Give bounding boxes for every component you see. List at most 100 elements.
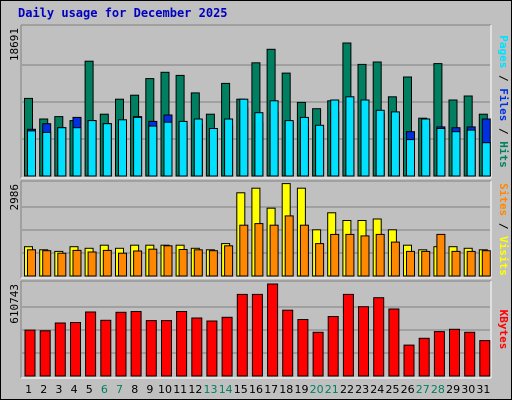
pages-bar-24: [375, 109, 385, 177]
day-tick-label: 3: [55, 383, 62, 396]
pages-bar-16: [254, 112, 264, 177]
kbytes-bar-10: [161, 320, 172, 377]
pages-bar-18: [284, 120, 294, 177]
pages-bar-2: [42, 131, 52, 177]
hits-legend-sep: /: [497, 121, 510, 141]
pages-bar-11: [178, 120, 188, 177]
kbytes-ymax-label: 610743: [8, 284, 21, 324]
pages-bar-3: [57, 127, 67, 177]
sites-bar-7: [118, 252, 127, 277]
visits-legend-sep: /: [497, 216, 510, 236]
visits-legend-visits: Visits: [497, 236, 510, 276]
pages-bar-15: [239, 98, 249, 177]
kbytes-bar-14: [221, 316, 233, 377]
day-tick-label: 7: [116, 383, 123, 396]
pages-bar-10: [163, 121, 173, 177]
pages-bar-4: [72, 127, 82, 177]
sites-bar-26: [406, 250, 415, 277]
kbytes-bar-15: [236, 293, 248, 377]
sites-bar-17: [269, 224, 279, 277]
day-tick-label: 9: [146, 383, 153, 396]
kbytes-bar-18: [282, 309, 294, 377]
visits-legend-sites: Sites: [497, 183, 510, 216]
kbytes-legend: KBytes: [497, 310, 510, 350]
kbytes-bar-20: [312, 331, 324, 377]
sites-bar-31: [481, 250, 491, 277]
day-tick-label: 26: [401, 383, 415, 396]
sites-bar-14: [224, 245, 234, 277]
day-tick-label: 18: [279, 383, 293, 396]
pages-bar-12: [193, 118, 203, 177]
kbytes-bar-27: [418, 337, 430, 377]
pages-bar-27: [421, 118, 431, 177]
kbytes-bar-29: [449, 328, 460, 377]
hits-legend: Pages / Files / Hits: [497, 35, 510, 168]
kbytes-bar-24: [373, 297, 385, 377]
day-tick-label: 14: [219, 383, 233, 396]
sites-bar-18: [284, 215, 294, 277]
day-tick-label: 8: [131, 383, 138, 396]
chart-title: Daily usage for December 2025: [18, 6, 228, 20]
pages-bar-19: [299, 116, 309, 177]
day-tick-label: 4: [71, 383, 78, 396]
day-tick-label: 21: [325, 383, 339, 396]
kbytes-bar-2: [39, 330, 51, 377]
day-tick-label: 27: [416, 383, 430, 396]
pages-bar-29: [451, 131, 461, 177]
kbytes-bar-31: [479, 340, 491, 377]
day-tick-label: 23: [355, 383, 369, 396]
day-tick-label: 6: [101, 383, 108, 396]
kbytes-bar-1: [24, 329, 36, 377]
pages-bar-9: [148, 125, 158, 177]
sites-bar-6: [102, 249, 112, 277]
day-tick-label: 17: [264, 383, 278, 396]
day-tick-label: 1: [25, 383, 32, 396]
kbytes-bar-4: [70, 322, 81, 377]
kbytes-bar-17: [267, 283, 279, 377]
sites-bar-24: [375, 233, 385, 277]
sites-bar-21: [330, 233, 340, 277]
sites-bar-30: [466, 250, 476, 277]
sites-bar-22: [345, 233, 355, 277]
kbytes-bar-19: [297, 319, 309, 377]
sites-bar-9: [148, 248, 158, 277]
kbytes-bar-13: [206, 320, 218, 377]
pages-bar-20: [315, 124, 325, 177]
pages-bar-17: [269, 100, 279, 177]
pages-bar-22: [345, 96, 355, 177]
kbytes-bar-25: [388, 308, 400, 377]
pages-bar-8: [133, 116, 143, 177]
pages-bar-14: [224, 118, 234, 177]
day-tick-label: 22: [340, 383, 354, 396]
sites-bar-29: [451, 250, 461, 277]
sites-bar-12: [193, 249, 203, 277]
pages-bar-25: [390, 111, 400, 177]
pages-bar-23: [360, 99, 370, 177]
kbytes-bar-28: [433, 331, 445, 377]
kbytes-bar-9: [145, 320, 157, 377]
kbytes-bar-8: [130, 311, 142, 377]
sites-bar-8: [133, 250, 143, 277]
hits-ymax-label: 18691: [8, 28, 21, 61]
sites-bar-13: [208, 250, 218, 277]
pages-bar-31: [481, 142, 491, 177]
sites-bar-10: [163, 245, 173, 277]
day-tick-label: 15: [234, 383, 248, 396]
sites-bar-23: [360, 235, 370, 277]
day-tick-label: 2: [40, 383, 47, 396]
kbytes-bar-16: [251, 293, 263, 377]
visits-ymax-label: 2986: [8, 184, 21, 211]
day-tick-label: 28: [431, 383, 445, 396]
kbytes-legend-kbytes: KBytes: [497, 310, 510, 350]
pages-bar-28: [436, 128, 446, 177]
hits-legend-files: Files: [497, 88, 510, 121]
day-tick-label: 16: [249, 383, 263, 396]
day-tick-label: 5: [86, 383, 93, 396]
pages-bar-6: [102, 123, 112, 177]
hits-legend-pages: Pages: [497, 35, 510, 68]
kbytes-bar-30: [464, 331, 476, 377]
sites-bar-25: [390, 241, 400, 277]
pages-bar-26: [406, 139, 415, 177]
sites-bar-4: [72, 249, 82, 277]
kbytes-bar-12: [191, 317, 203, 377]
